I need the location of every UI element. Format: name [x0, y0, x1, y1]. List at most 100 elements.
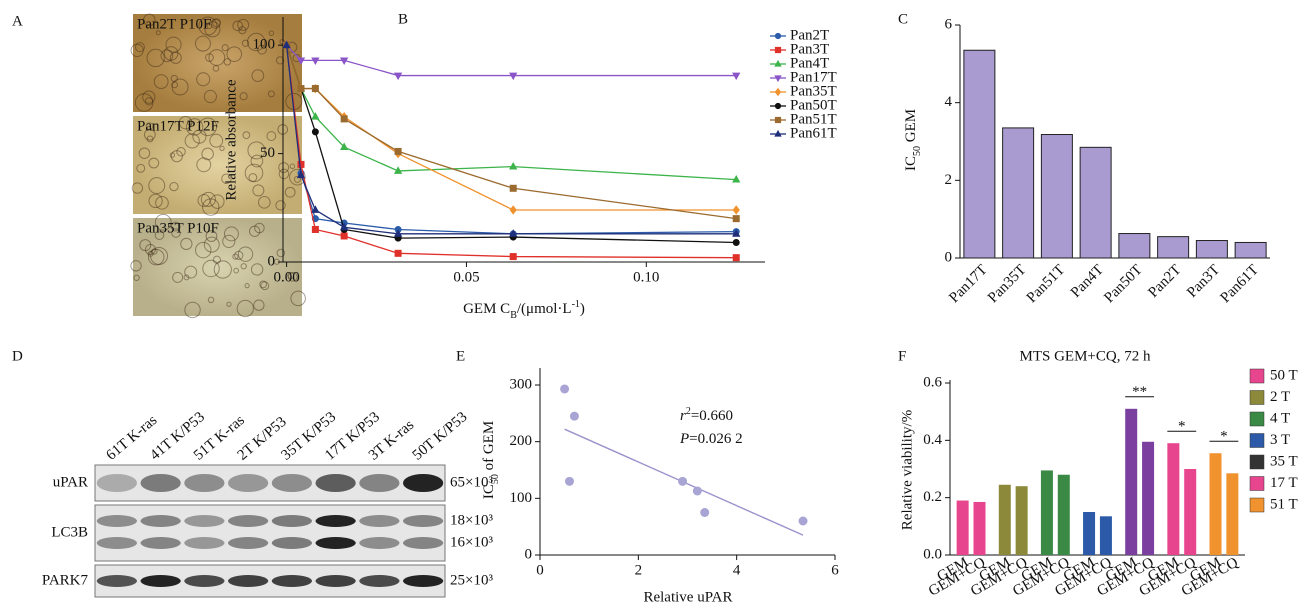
chart-title: MTS GEM+CQ, 72 h — [1020, 348, 1151, 364]
organoid — [139, 239, 152, 252]
organoid — [169, 152, 176, 158]
legend-marker — [774, 59, 782, 67]
band — [140, 537, 181, 549]
bar — [1209, 453, 1222, 555]
organoid — [145, 122, 154, 130]
organoid — [212, 18, 221, 28]
organoid — [289, 163, 296, 170]
y-axis-title: Relative viability/% — [899, 410, 915, 530]
organoid — [258, 196, 271, 209]
band — [184, 575, 225, 587]
organoid — [184, 301, 201, 319]
band — [96, 515, 137, 527]
y-tick-label: 4 — [945, 94, 953, 110]
organoid — [144, 97, 154, 106]
bar — [1142, 441, 1155, 555]
text-part: IC — [481, 484, 497, 499]
legend-marker — [774, 129, 782, 137]
band — [96, 537, 137, 549]
legend-label: 50 T — [1270, 367, 1298, 383]
legend-swatch — [1249, 497, 1265, 513]
organoid — [234, 250, 244, 260]
marker — [297, 85, 305, 93]
point — [560, 384, 570, 394]
band — [315, 575, 356, 587]
significance: * — [1220, 429, 1228, 445]
marker — [311, 225, 319, 233]
organoid — [232, 20, 244, 32]
organoid — [184, 265, 198, 279]
legend-label: Pan61T — [790, 125, 837, 141]
panel-label: B — [398, 11, 408, 27]
x-tick-label: 6 — [831, 562, 839, 578]
organoid — [251, 69, 265, 83]
marker — [340, 232, 348, 240]
marker — [509, 205, 517, 215]
organoid — [222, 234, 236, 248]
size-label: 25×10³ — [450, 572, 493, 588]
band — [315, 474, 356, 492]
marker — [311, 205, 320, 213]
size-label: 16×10³ — [450, 534, 493, 550]
lane-label: 50T K/P53 — [410, 409, 471, 464]
band — [359, 515, 400, 527]
band — [403, 515, 444, 527]
blot-row-label: PARK7 — [42, 572, 89, 588]
text-part: r — [680, 408, 686, 424]
legend-label: Pan4T — [790, 55, 829, 71]
organoid — [146, 48, 165, 68]
band — [184, 515, 225, 527]
marker — [509, 72, 518, 81]
panel-label: D — [12, 348, 23, 364]
marker — [296, 57, 306, 66]
bar — [1002, 127, 1035, 259]
y-axis-title: IC50 GEM — [903, 109, 922, 171]
legend-label: 35 T — [1270, 453, 1298, 469]
marker — [732, 205, 740, 215]
organoid — [221, 173, 232, 184]
panel-label: C — [898, 11, 908, 27]
marker — [509, 253, 517, 261]
marker — [282, 40, 291, 49]
bar — [1118, 233, 1151, 259]
bar — [963, 49, 996, 259]
organoid — [203, 236, 220, 253]
text-part: GEM C — [463, 301, 510, 317]
point — [678, 476, 688, 486]
organoid — [249, 225, 261, 237]
legend-label: 17 T — [1270, 475, 1298, 491]
organoid — [207, 296, 215, 304]
band — [271, 575, 312, 587]
organoid — [144, 243, 156, 256]
blot-row-label: LC3B — [51, 524, 88, 540]
organoid — [203, 89, 217, 104]
organoid — [153, 74, 169, 90]
organoid — [278, 168, 290, 180]
marker — [732, 229, 741, 237]
band — [403, 537, 444, 549]
organoid — [290, 290, 306, 307]
organoid — [165, 36, 182, 53]
legend-label: 2 T — [1270, 389, 1290, 405]
marker — [311, 57, 320, 66]
legend-label: Pan51T — [790, 111, 837, 127]
organoid — [223, 226, 239, 242]
photo — [133, 14, 302, 112]
legend-marker — [774, 116, 782, 124]
x-tick-label: 4 — [733, 562, 741, 578]
y-tick-label: 6 — [945, 16, 953, 32]
organoid — [250, 154, 264, 168]
organoid — [205, 53, 214, 62]
organoid — [287, 272, 295, 280]
organoid — [254, 222, 265, 234]
organoid — [244, 283, 250, 289]
organoid — [143, 13, 156, 27]
organoid — [136, 163, 146, 173]
organoid — [155, 30, 161, 36]
marker — [296, 170, 306, 179]
y-axis-title: IC50 of GEM — [481, 421, 500, 499]
organoid — [289, 168, 306, 186]
organoid — [130, 43, 144, 57]
x-tick-label: 0.10 — [633, 269, 659, 285]
organoid — [198, 117, 218, 137]
